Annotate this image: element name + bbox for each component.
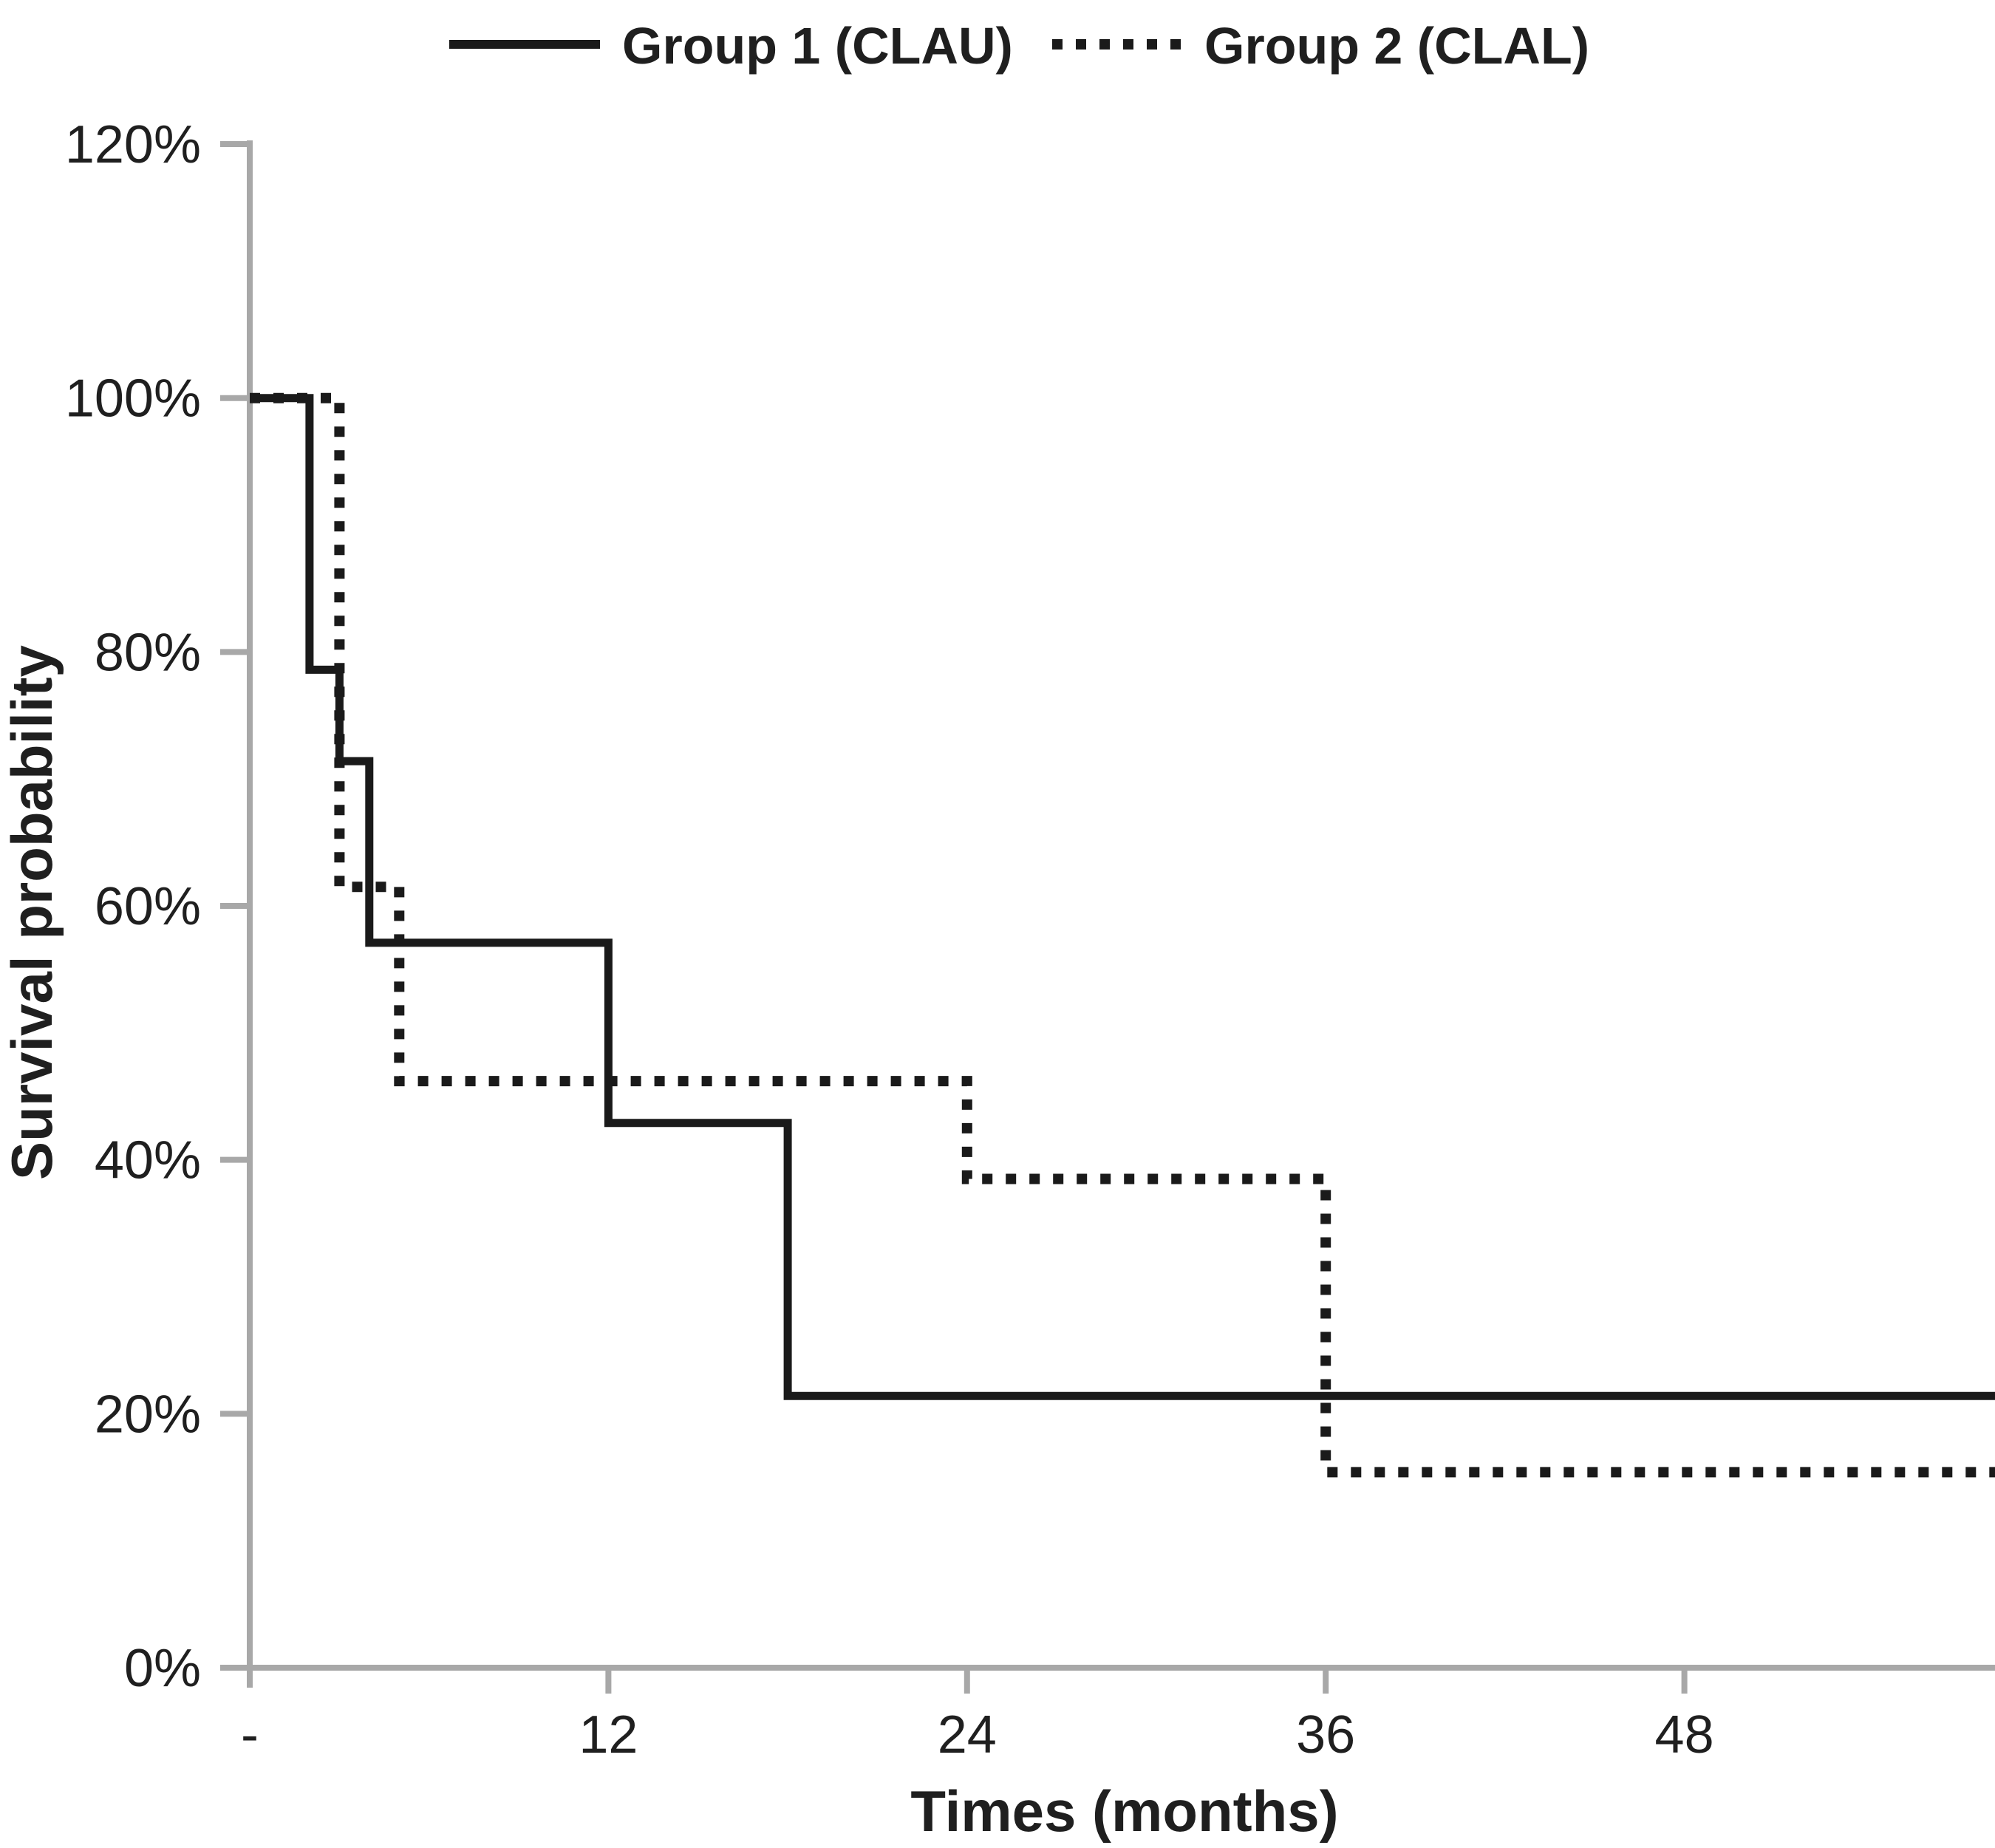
x-tick-label: 36 (1296, 1705, 1355, 1765)
series-line-group2-dotted (250, 392, 1995, 1478)
legend-label-group1: Group 1 (CLAU) (622, 17, 1013, 75)
x-axis-ticks: - 12 24 36 48 (241, 1668, 1714, 1765)
series-line-group1-solid (250, 394, 1995, 1400)
y-tick-label: 0% (124, 1639, 201, 1698)
x-tick-label: - (241, 1705, 259, 1765)
legend-label-group2: Group 2 (CLAL) (1204, 17, 1589, 75)
y-tick-label: 60% (95, 877, 201, 936)
y-tick-label: 80% (95, 623, 201, 682)
series-lines (250, 392, 1995, 1478)
y-axis-ticks: 120% 100% 80% 60% 40% 20% 0% (65, 115, 250, 1698)
legend: Group 1 (CLAU) Group 2 (CLAL) (449, 17, 1589, 75)
y-tick-label: 40% (95, 1131, 201, 1190)
y-tick-label: 100% (65, 369, 201, 429)
x-axis-title: Times (months) (910, 1779, 1338, 1844)
y-axis-title: Survival probability (0, 645, 64, 1180)
x-tick-label: 12 (579, 1705, 638, 1765)
x-tick-label: 48 (1655, 1705, 1714, 1765)
y-tick-label: 120% (65, 115, 201, 174)
x-tick-label: 24 (938, 1705, 997, 1765)
y-tick-label: 20% (95, 1385, 201, 1444)
